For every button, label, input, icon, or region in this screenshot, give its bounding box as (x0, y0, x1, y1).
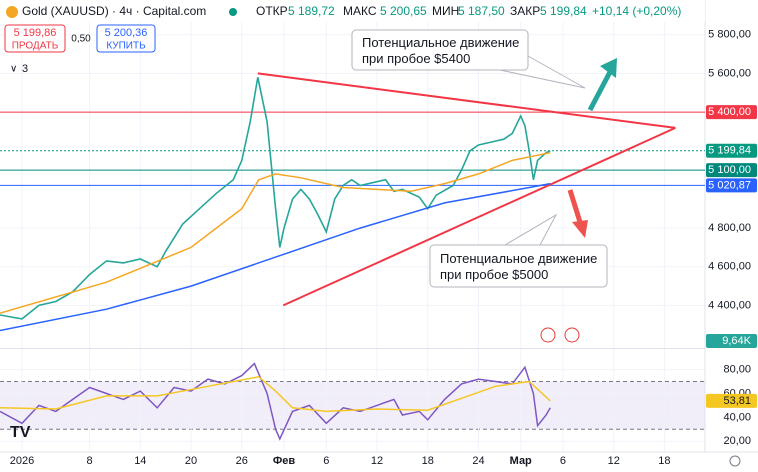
grid-layer (0, 22, 705, 452)
change: +10,14 (+0,20%) (592, 4, 681, 18)
price-label: 5 400,00 (708, 106, 751, 118)
logo: TV (10, 424, 31, 441)
settings-icon[interactable] (729, 455, 741, 467)
annotation-text: Потенциальное движение (440, 251, 597, 266)
symbol-title: Gold (XAUUSD) · 4ч · Capital.com (22, 4, 206, 18)
rsi-band (0, 381, 705, 430)
ohlc-value: 5 189,72 (288, 4, 335, 18)
arrow-down (567, 189, 588, 238)
y-tick-label: 4 800,00 (708, 222, 751, 234)
y-tick-label: 20,00 (723, 435, 751, 447)
header-bg (0, 0, 705, 22)
callout-box (351, 29, 529, 71)
symbol-icon (6, 6, 18, 18)
ohlc-value: 5 199,84 (540, 4, 587, 18)
ohlc-label: МАКС (343, 4, 377, 18)
ohlc-value: 5 200,65 (380, 4, 427, 18)
x-tick-label: 12 (608, 455, 620, 467)
price-label: 5 199,84 (708, 145, 751, 157)
trendline (257, 72, 676, 129)
series-line (0, 375, 551, 413)
price-label: 5 020,87 (708, 179, 751, 191)
annotation-text: Потенциальное движение (362, 35, 519, 50)
x-tick-label: 24 (472, 455, 484, 467)
price-label-bg (706, 163, 757, 178)
event-icon (564, 327, 580, 343)
buy-price: 5 200,36 (105, 27, 148, 39)
series-line (0, 182, 551, 332)
pane-separator (0, 348, 705, 349)
annotation-text: при пробое $5400 (362, 51, 470, 66)
ohlc-label: ОТКР (256, 4, 288, 18)
price-label-bg (706, 178, 757, 193)
sell-label: ПРОДАТЬ (12, 41, 59, 52)
x-tick-label: 12 (371, 455, 383, 467)
x-tick-label: 6 (560, 455, 566, 467)
callout-pointer (504, 213, 558, 246)
value-label-bg (706, 393, 757, 408)
x-tick-label: 26 (236, 455, 248, 467)
ohlc-label: МИН (432, 4, 459, 18)
x-tick-label: 8 (87, 455, 93, 467)
buy-label: КУПИТЬ (106, 41, 146, 52)
y-tick-label: 5 600,00 (708, 67, 751, 79)
plot-layer (0, 72, 705, 441)
x-tick-label: 14 (134, 455, 146, 467)
y-tick-label: 4 600,00 (708, 261, 751, 273)
market-status (229, 8, 237, 16)
callout-box (429, 244, 608, 288)
x-tick-label: 18 (658, 455, 670, 467)
trendline (282, 126, 676, 307)
arrow-up (587, 58, 617, 112)
annotation-text: при пробое $5000 (440, 267, 548, 282)
x-tick-label: Фев (273, 455, 296, 467)
price-label-bg (706, 143, 757, 158)
series-line (0, 151, 551, 314)
y-tick-label: 40,00 (723, 411, 751, 423)
y-tick-label: 80,00 (723, 363, 751, 375)
x-tick-label: 20 (185, 455, 197, 467)
price-label: 5 100,00 (708, 164, 751, 176)
volume-label-bg (706, 334, 757, 348)
value-label: 53,81 (723, 395, 751, 407)
x-tick-label: 2026 (10, 455, 34, 467)
event-icon (540, 327, 556, 343)
y-tick-label: 5 800,00 (708, 29, 751, 41)
x-tick-label: 6 (323, 455, 329, 467)
x-tick-label: 18 (422, 455, 434, 467)
spread: 0,50 (71, 34, 91, 45)
sell-price: 5 199,86 (14, 27, 57, 39)
buy-button[interactable] (96, 24, 156, 53)
collapse-icon[interactable]: ∨ (10, 64, 17, 75)
ohlc-value: 5 187,50 (458, 4, 505, 18)
y-tick-label: 4 400,00 (708, 299, 751, 311)
volume-label: 9,64K (722, 335, 751, 347)
sell-button[interactable] (4, 24, 66, 53)
ohlc-label: ЗАКР (510, 4, 540, 18)
x-tick-label: Мар (510, 455, 532, 467)
price-label-bg (706, 105, 757, 120)
indicators-count[interactable]: 3 (22, 63, 28, 75)
series-line (0, 77, 551, 320)
